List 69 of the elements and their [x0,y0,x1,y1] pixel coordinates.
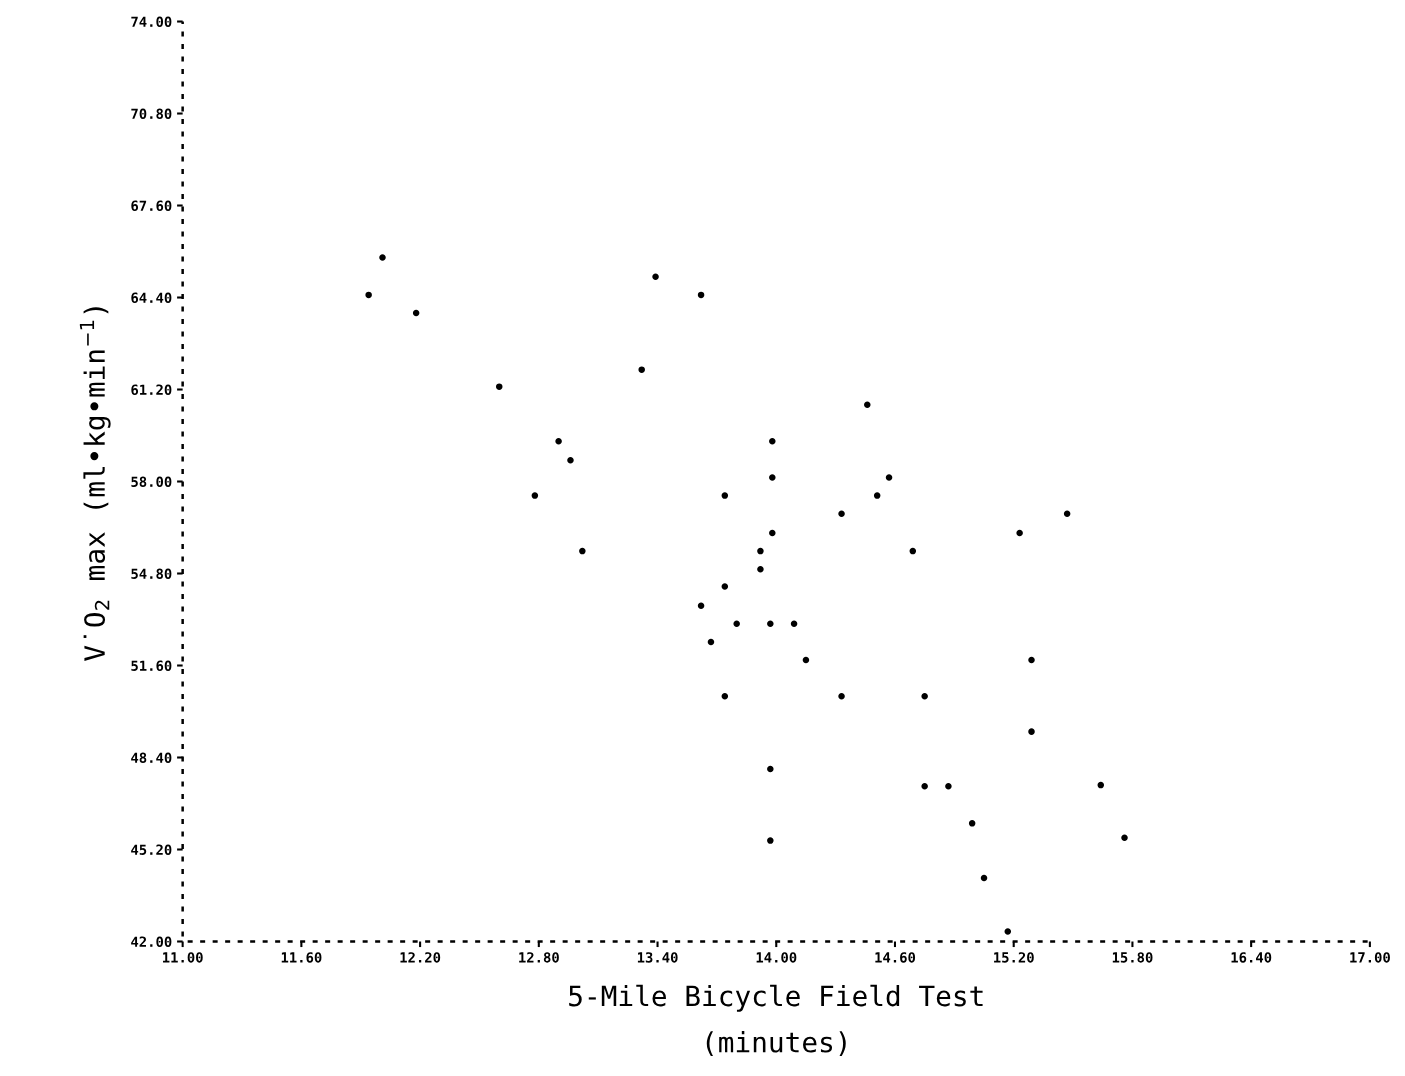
point [721,492,729,499]
point [365,291,372,299]
point [638,366,645,373]
point [838,693,845,700]
point [790,620,798,628]
point [579,547,586,555]
x-tick-label: 11.00 [163,952,203,963]
y-tick-label: 67.60 [131,200,172,211]
point [555,438,562,445]
y-tick-label: 45.20 [131,844,172,855]
point [1004,928,1012,935]
y-tick-label: 58.00 [131,476,172,487]
x-tick-label: 14.60 [875,952,916,963]
x-tick-label: 14.00 [756,952,797,963]
point [980,874,988,882]
point [1016,529,1023,537]
y-tick-label: 74.00 [131,16,172,27]
point [921,783,928,790]
point [1028,728,1035,735]
point [567,456,574,464]
point [769,529,776,537]
point [707,638,715,646]
y-tick-label: 48.40 [131,752,172,763]
x-tick-label: 15.20 [994,952,1034,963]
point [767,837,774,844]
x-tick-label: 12.20 [400,952,441,963]
y-tick-label: 51.60 [131,660,172,671]
point [909,547,917,555]
point [1028,656,1035,664]
point [652,273,659,281]
point [1097,781,1105,789]
point [697,602,705,609]
point [802,656,810,664]
point [769,438,776,445]
point [721,693,729,700]
y-tick-label: 54.80 [131,568,172,579]
point [864,401,871,409]
point [531,492,539,499]
point [873,492,881,499]
point [767,620,774,628]
y-tick-label: 70.80 [131,108,172,119]
x-tick-label: 12.80 [519,952,559,963]
point [968,820,976,827]
point [495,383,503,390]
x-tick-label: 15.80 [1112,952,1153,963]
y-axis-title: V̇O$_{2}$ max (ml•kg•min$^{−1}$) [79,307,111,661]
point [1063,510,1071,517]
point [757,547,764,555]
x-tick-label: 13.40 [637,952,678,963]
x-tick-label: 17.00 [1350,952,1390,963]
point [921,693,928,700]
point [412,309,420,317]
x-axis-title: 5-Mile Bicycle Field Test (minutes) [569,984,983,1056]
point [1121,834,1128,841]
point [945,783,952,790]
point [769,474,776,481]
point [757,565,764,573]
point [733,620,740,628]
point [838,510,845,517]
point [885,474,893,481]
point [721,583,729,590]
y-tick-label: 64.40 [131,292,172,303]
point [379,254,386,261]
x-tick-label: 11.60 [281,952,322,963]
point [697,291,705,299]
y-tick-label: 61.20 [131,384,172,395]
x-tick-label: 16.40 [1231,952,1272,963]
y-tick-label: 42.00 [131,936,172,947]
point [767,765,774,773]
